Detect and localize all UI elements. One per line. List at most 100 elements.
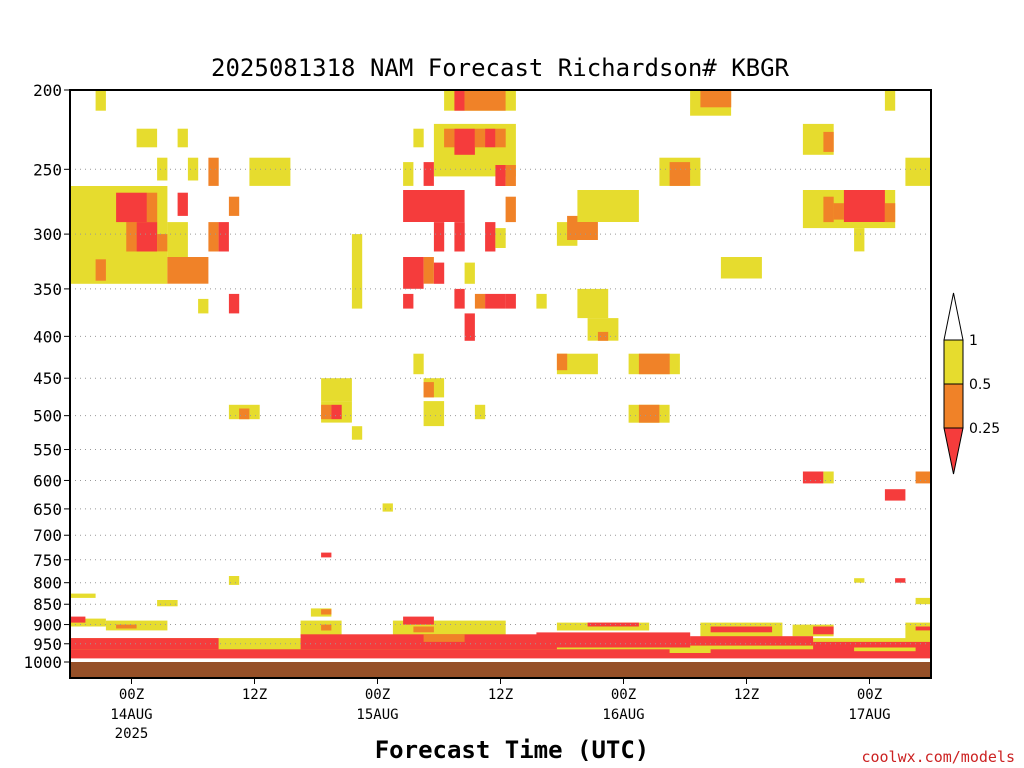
heatmap-cell-yellow xyxy=(228,576,240,585)
x-tick-label: 00Z xyxy=(611,687,636,703)
x-tick-label: 00Z xyxy=(119,687,144,703)
heatmap-cell-red xyxy=(802,471,824,484)
heatmap-cell-yellow xyxy=(854,228,865,252)
heatmap-cell-yellow xyxy=(854,578,865,583)
heatmap-cell-orange xyxy=(474,128,486,148)
heatmap-cell-orange xyxy=(167,257,209,284)
heatmap-cell-orange xyxy=(823,196,834,223)
heatmap-cell-yellow xyxy=(351,234,363,309)
y-tick-label: 600 xyxy=(33,471,62,490)
x-tick-label: 12Z xyxy=(734,687,759,703)
heatmap-cell-yellow xyxy=(556,622,650,631)
ground-fill xyxy=(70,662,931,678)
heatmap-cell-yellow xyxy=(157,600,178,607)
heatmap-cell-orange xyxy=(638,404,660,423)
heatmap-cell-orange xyxy=(823,131,834,152)
heatmap-cell-red xyxy=(331,404,342,420)
heatmap-cell-red xyxy=(495,165,506,186)
heatmap-cell-red xyxy=(895,578,906,583)
colorbar-label: 1 xyxy=(969,333,978,349)
heatmap-cell-orange xyxy=(700,90,732,108)
ground-surface xyxy=(70,662,931,678)
heatmap-cell-red xyxy=(843,190,885,222)
heatmap-cell-orange xyxy=(505,196,516,223)
heatmap-cell-red xyxy=(884,489,906,501)
colorbar-segment-gt1 xyxy=(943,292,964,341)
heatmap-cell-red xyxy=(813,641,931,652)
heatmap-cell-orange xyxy=(444,128,455,148)
heatmap-cell-red xyxy=(454,128,475,155)
x-tick-label: 12Z xyxy=(242,687,267,703)
colorbar-segment-0.25-0.5 xyxy=(943,383,964,429)
colorbar-label: 0.25 xyxy=(969,421,1000,437)
y-tick-label: 950 xyxy=(33,635,62,654)
heatmap-cell-orange xyxy=(423,634,465,642)
heatmap-cell-red xyxy=(116,192,147,223)
heatmap-cell-yellow xyxy=(495,228,506,248)
heatmap-cell-orange xyxy=(208,157,219,186)
x-tick-label: 12Z xyxy=(488,687,513,703)
x-tick-label: 00Z xyxy=(365,687,390,703)
heatmap-cell-red xyxy=(403,190,465,222)
heatmap-cell-red xyxy=(813,626,834,635)
y-tick-label: 250 xyxy=(33,160,62,179)
heatmap-cell-yellow xyxy=(474,404,486,420)
heatmap-cell-red xyxy=(454,90,465,111)
heatmap-cell-orange xyxy=(423,257,434,284)
colorbar-segment-lt0.25 xyxy=(943,427,964,475)
heatmap-cell-red xyxy=(454,288,465,309)
heatmap-cell-orange xyxy=(413,626,434,633)
y-axis: 200 250 300 350 400 450 500 550 600 650 700 750 800 8… xyxy=(23,81,70,672)
heatmap-cell-yellow xyxy=(915,597,931,605)
heatmap-cell-orange xyxy=(321,624,332,631)
heatmap-cell-orange xyxy=(915,471,931,484)
colorbar-segment-0.5-1 xyxy=(943,339,964,385)
heatmap-cell-yellow xyxy=(884,90,896,111)
heatmap-cell-yellow xyxy=(382,503,393,512)
heatmap-cell-yellow xyxy=(577,190,639,222)
heatmap-cell-orange xyxy=(597,331,609,341)
y-tick-label: 900 xyxy=(33,616,62,635)
heatmap-cell-orange xyxy=(321,404,332,420)
heatmap-cell-orange xyxy=(321,609,332,615)
y-tick-label: 450 xyxy=(33,369,62,388)
heatmap-cell-yellow xyxy=(905,157,931,186)
x-tick-date: 17AUG xyxy=(848,707,890,723)
colorbar: 1 0.5 0.25 xyxy=(943,292,1000,475)
heatmap-cell-orange xyxy=(146,192,158,223)
heatmap-cell-yellow xyxy=(177,128,188,148)
y-tick-label: 200 xyxy=(33,81,62,100)
heatmap-cell-red xyxy=(485,128,496,148)
heatmap-cell-red xyxy=(321,552,332,558)
heatmap-cell-red xyxy=(228,293,240,314)
heatmap-cell-red xyxy=(433,262,445,284)
heatmap-cell-yellow xyxy=(577,288,609,319)
heatmap-cell-yellow xyxy=(321,378,352,402)
credit-text: coolwx.com/models xyxy=(861,748,1015,766)
x-axis-label: Forecast Time (UTC) xyxy=(375,736,650,764)
heatmap-cell-orange xyxy=(228,196,240,216)
heatmap-cell-orange xyxy=(505,165,516,186)
y-tick-label: 850 xyxy=(33,595,62,614)
y-tick-label: 1000 xyxy=(23,653,62,672)
heatmap-cell-red xyxy=(485,222,496,252)
grid-lines xyxy=(70,168,931,645)
heatmap-cell-red xyxy=(710,626,773,633)
x-tick-year: 2025 xyxy=(115,726,149,742)
heatmap-cell-yellow xyxy=(720,257,762,279)
heatmap-cell-yellow xyxy=(536,293,547,309)
heatmap-cell-orange xyxy=(638,353,670,375)
y-tick-label: 400 xyxy=(33,327,62,346)
heatmap-cell-yellow xyxy=(413,128,424,148)
heatmap-cell-red xyxy=(587,622,639,627)
y-tick-label: 700 xyxy=(33,526,62,545)
x-tick-date: 16AUG xyxy=(602,707,644,723)
x-tick-label: 00Z xyxy=(857,687,882,703)
heatmap-cell-yellow xyxy=(464,262,475,284)
heatmap-cell-yellow xyxy=(669,647,711,653)
heatmap-cell-yellow xyxy=(413,353,424,375)
heatmap-cell-red xyxy=(485,293,506,309)
heatmap-cell-red xyxy=(690,636,814,646)
heatmap-cell-orange xyxy=(126,222,137,252)
